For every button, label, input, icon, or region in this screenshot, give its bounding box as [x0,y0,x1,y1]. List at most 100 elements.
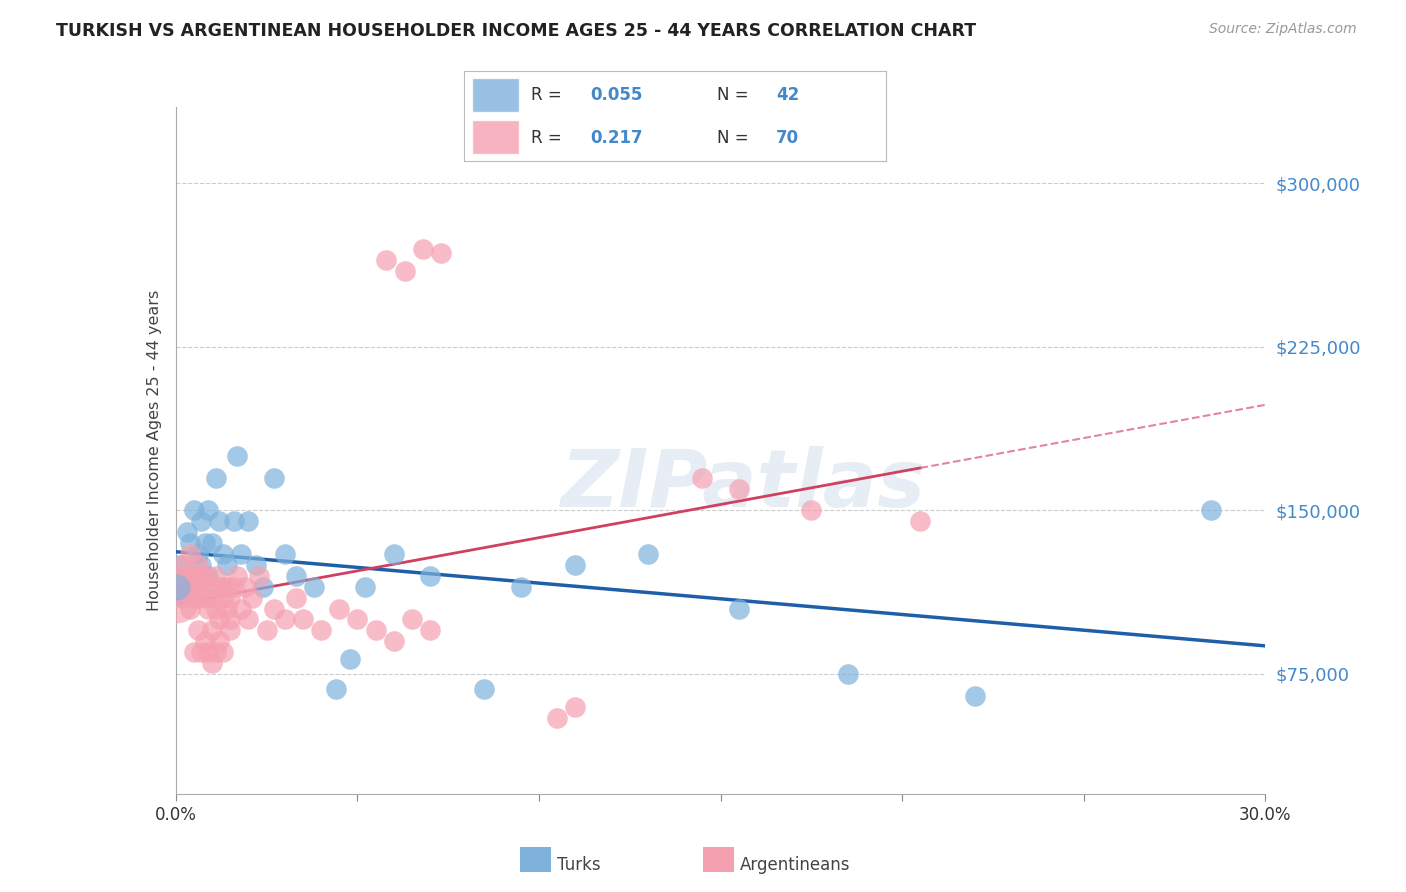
Text: 0.055: 0.055 [591,87,643,104]
Y-axis label: Householder Income Ages 25 - 44 years: Householder Income Ages 25 - 44 years [148,290,163,611]
Text: ZIPatlas: ZIPatlas [560,446,925,524]
Point [179,536,201,550]
Point [215,580,238,594]
Point [564,699,586,714]
Point [215,558,238,572]
Point [169,569,191,583]
Point [302,580,325,594]
Point [394,263,416,277]
Point [284,591,307,605]
Point [219,612,242,626]
Point [375,252,398,267]
Text: 42: 42 [776,87,800,104]
Point [204,645,226,659]
Point [226,449,249,463]
Point [183,580,205,594]
Point [727,482,749,496]
Point [190,645,212,659]
Point [197,569,219,583]
Point [176,580,198,594]
Point [325,682,347,697]
Point [201,656,224,670]
Point [212,580,235,594]
Point [800,503,823,517]
Point [172,591,194,605]
Point [176,580,198,594]
Point [166,580,188,594]
Point [382,634,405,648]
Point [208,514,231,528]
Point [197,645,219,659]
Point [208,612,231,626]
Text: Turks: Turks [557,856,600,874]
Point [219,624,242,638]
Point [238,612,260,626]
Point [240,591,263,605]
Point [201,624,224,638]
Point [201,536,224,550]
Point [309,624,332,638]
Point [197,580,219,594]
Point [190,569,212,583]
Point [190,580,212,594]
Point [1199,503,1222,517]
Text: 0.217: 0.217 [591,129,643,147]
Point [637,547,659,561]
Text: TURKISH VS ARGENTINEAN HOUSEHOLDER INCOME AGES 25 - 44 YEARS CORRELATION CHART: TURKISH VS ARGENTINEAN HOUSEHOLDER INCOM… [56,22,976,40]
Point [172,591,194,605]
Point [179,547,201,561]
Point [430,246,453,260]
Text: Source: ZipAtlas.com: Source: ZipAtlas.com [1209,22,1357,37]
Point [231,601,253,615]
Point [194,536,217,550]
Point [226,569,249,583]
Point [910,514,932,528]
Point [263,601,285,615]
Point [176,525,198,540]
Point [197,503,219,517]
Point [208,634,231,648]
Point [215,601,238,615]
Point [474,682,496,697]
FancyBboxPatch shape [472,120,519,154]
Point [284,569,307,583]
Point [186,580,209,594]
Point [204,569,226,583]
Point [186,624,209,638]
Point [233,580,256,594]
Point [208,580,231,594]
Text: 70: 70 [776,129,799,147]
Point [183,645,205,659]
Point [183,569,205,583]
Point [179,601,201,615]
FancyBboxPatch shape [472,78,519,112]
Point [963,689,986,703]
Text: R =: R = [531,129,568,147]
Point [183,569,205,583]
Point [245,558,267,572]
Point [353,580,375,594]
Point [204,471,226,485]
Point [509,580,531,594]
Point [401,612,423,626]
Point [219,591,242,605]
Point [183,503,205,517]
Point [194,591,217,605]
Point [727,601,749,615]
Point [231,547,253,561]
Point [190,558,212,572]
Point [247,569,270,583]
Point [238,514,260,528]
Point [291,612,314,626]
Point [169,558,191,572]
Point [204,601,226,615]
Point [201,591,224,605]
Point [692,471,714,485]
Point [194,634,217,648]
Point [328,601,350,615]
Point [837,667,859,681]
Point [419,624,441,638]
Point [166,595,188,609]
Point [190,514,212,528]
Point [197,601,219,615]
